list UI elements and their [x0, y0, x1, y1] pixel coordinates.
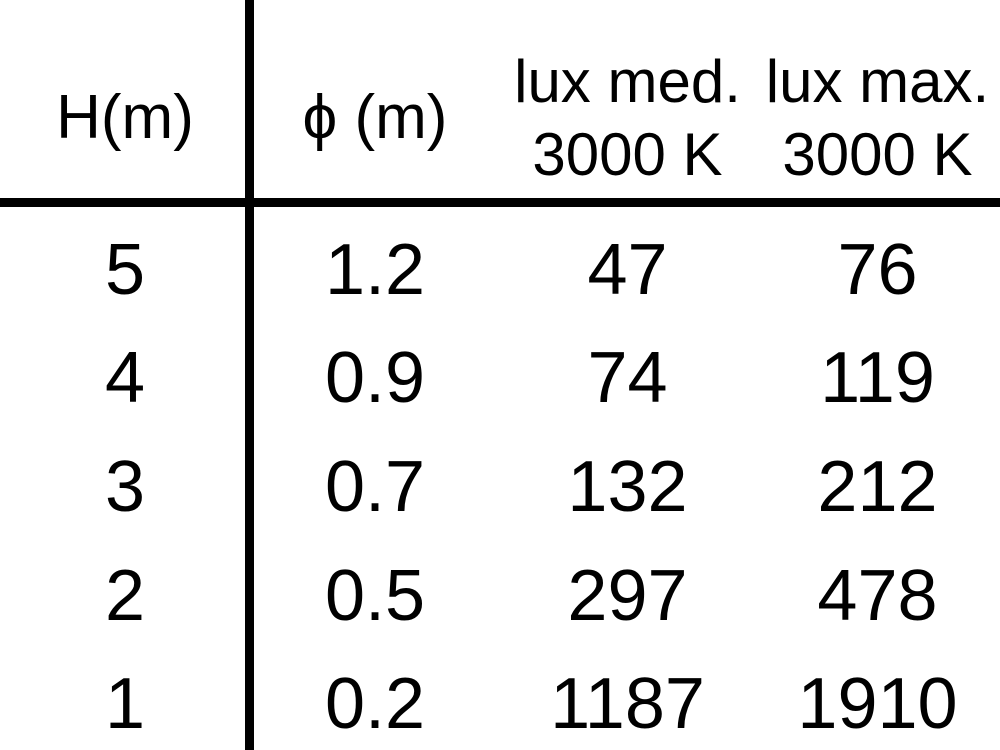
column-header-lux-med-label: lux med.: [514, 47, 741, 115]
cell-height: 5: [0, 207, 250, 316]
cell-value: 76: [837, 229, 918, 310]
cell-lux-med: 1187: [500, 641, 755, 750]
cell-lux-max: 1910: [755, 641, 1000, 750]
cell-diameter: 0.7: [250, 424, 500, 533]
cell-value: 0.5: [324, 555, 426, 636]
column-header-height-label: H(m): [56, 83, 194, 152]
cell-value: 47: [587, 229, 668, 310]
cell-value: 297: [567, 555, 688, 636]
cell-value: 0.9: [324, 338, 426, 419]
cell-lux-max: 76: [755, 207, 1000, 316]
cell-value: 5: [104, 229, 146, 310]
cell-value: 3: [104, 446, 146, 527]
cell-value: 1: [104, 664, 146, 745]
cell-height: 2: [0, 533, 250, 642]
cell-value: 0.2: [324, 664, 426, 745]
cell-height: 4: [0, 316, 250, 425]
header-divider-line: [0, 198, 1000, 207]
cell-height: 3: [0, 424, 250, 533]
cell-value: 478: [817, 555, 938, 636]
cell-value: 119: [820, 338, 935, 419]
cell-value: 2: [104, 555, 146, 636]
cell-lux-med: 74: [500, 316, 755, 425]
cell-height: 1: [0, 641, 250, 750]
cell-lux-med: 297: [500, 533, 755, 642]
cell-value: 0.7: [324, 446, 426, 527]
cell-value: 212: [817, 446, 938, 527]
cell-value: 4: [104, 338, 146, 419]
cell-lux-max: 119: [755, 316, 1000, 425]
cell-diameter: 0.9: [250, 316, 500, 425]
cell-value: 1187: [550, 664, 705, 745]
cell-value: 132: [567, 446, 688, 527]
cell-diameter: 0.5: [250, 533, 500, 642]
column-header-lux-med: lux med. 3000 K: [500, 0, 755, 207]
cell-value: 1.2: [324, 229, 426, 310]
column-header-diameter-label: ϕ (m): [302, 83, 448, 152]
column-header-lux-max-sublabel: 3000 K: [782, 120, 973, 188]
cell-lux-max: 478: [755, 533, 1000, 642]
column-header-lux-med-sublabel: 3000 K: [532, 120, 723, 188]
cell-lux-med: 132: [500, 424, 755, 533]
column-header-lux-max: lux max. 3000 K: [755, 0, 1000, 207]
cell-value: 1910: [797, 664, 958, 745]
column-header-diameter: ϕ (m): [250, 0, 500, 207]
cell-lux-med: 47: [500, 207, 755, 316]
cell-value: 74: [587, 338, 668, 419]
column-header-height: H(m): [0, 0, 250, 207]
cell-lux-max: 212: [755, 424, 1000, 533]
cell-diameter: 1.2: [250, 207, 500, 316]
column-header-lux-max-label: lux max.: [765, 47, 990, 115]
column-divider-line: [245, 0, 254, 750]
cell-diameter: 0.2: [250, 641, 500, 750]
